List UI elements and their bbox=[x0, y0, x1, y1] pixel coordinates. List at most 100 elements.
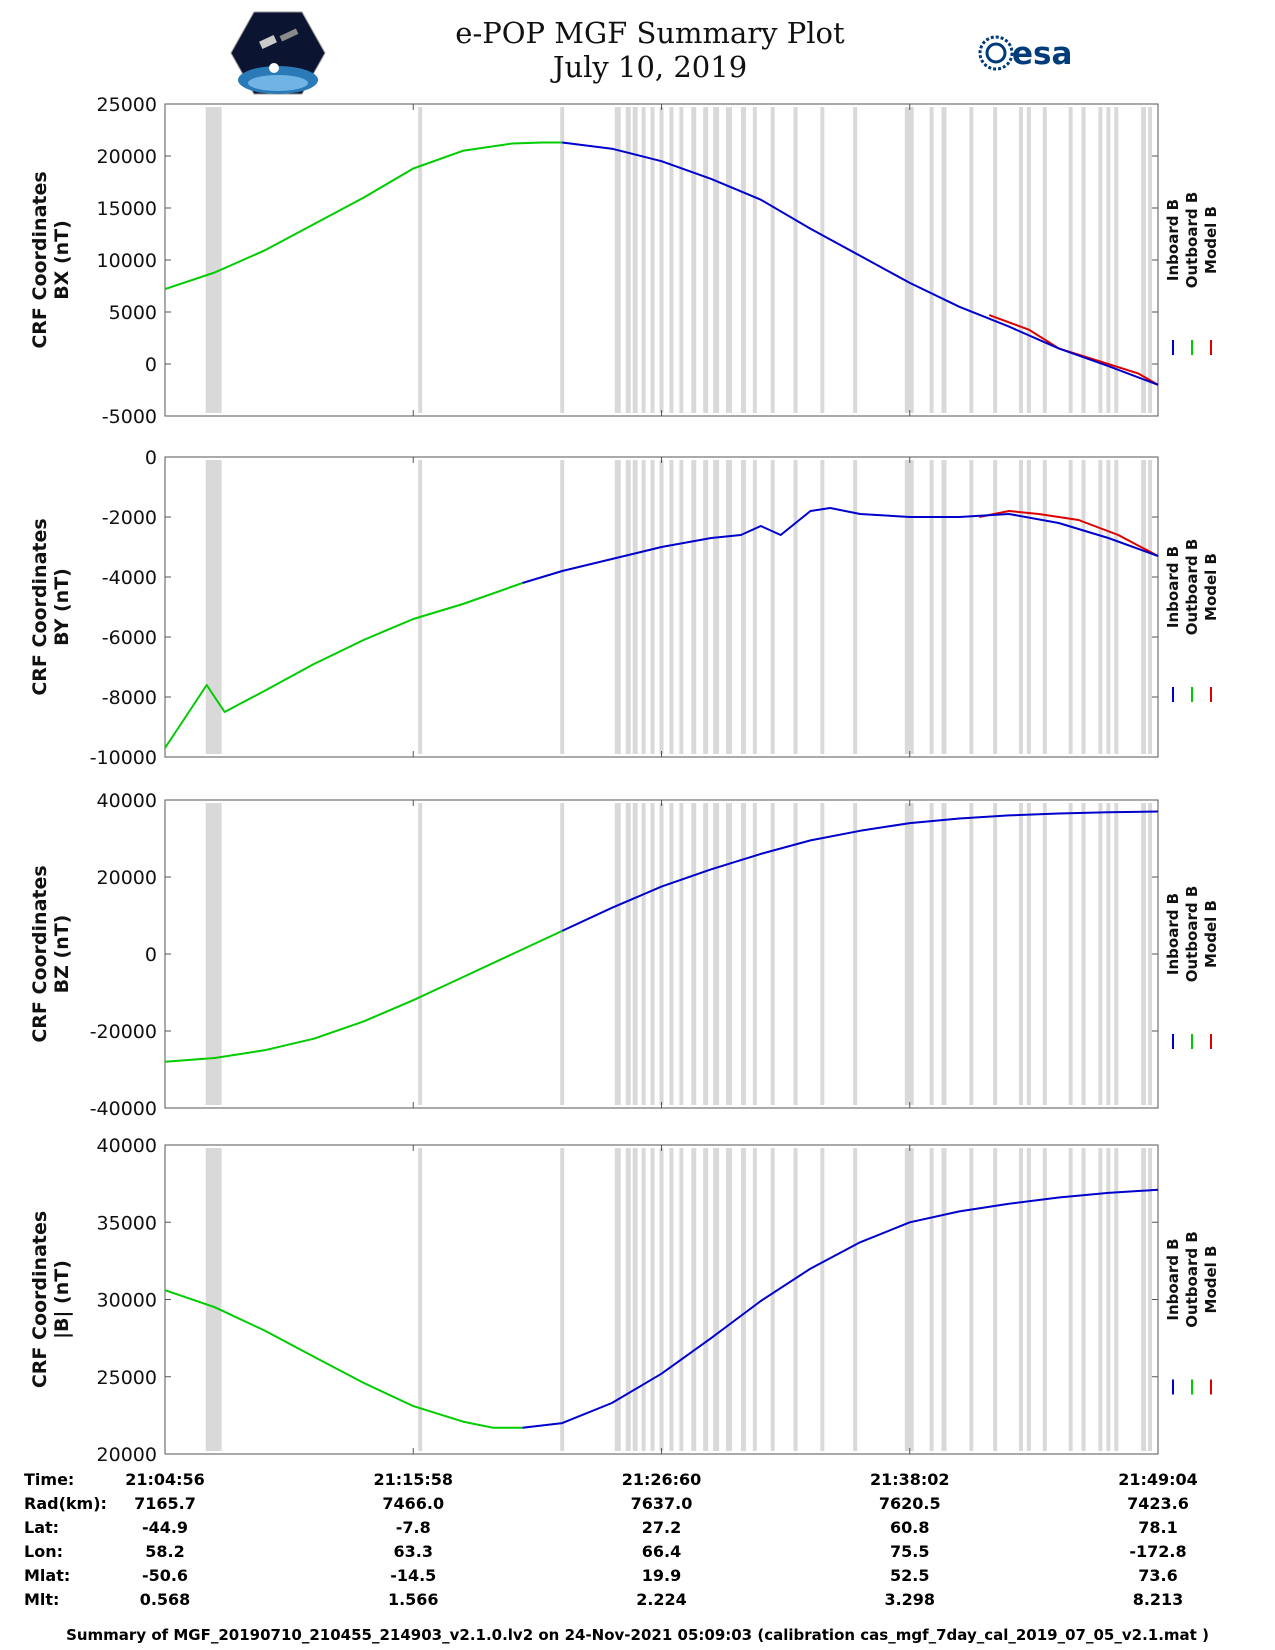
y-axis-label: CRF Coordinates|B| (nT) bbox=[29, 1211, 73, 1388]
data-gap-band bbox=[904, 1148, 914, 1451]
data-gap-band bbox=[1026, 803, 1031, 1105]
data-gap-band bbox=[650, 107, 655, 413]
data-gap-band bbox=[691, 107, 697, 413]
data-gap-band bbox=[770, 1148, 775, 1451]
data-gap-band bbox=[941, 803, 947, 1105]
data-gap-band bbox=[1042, 1148, 1047, 1451]
panel-3: 40000 20000 0 -20000 -40000 CRF CoordinatesBZ… bbox=[29, 790, 1220, 1120]
legend-label: Inboard B bbox=[1164, 1238, 1182, 1320]
info-cell: 0.568 bbox=[140, 1590, 191, 1609]
data-gap-band bbox=[418, 803, 423, 1105]
data-gap-band bbox=[1081, 1148, 1086, 1451]
data-gap-band bbox=[1114, 460, 1119, 754]
y-axis-label: CRF CoordinatesBZ (nT) bbox=[29, 865, 73, 1042]
y-axis-label-line-1: CRF Coordinates bbox=[29, 865, 51, 1042]
info-cell: 52.5 bbox=[890, 1566, 929, 1585]
y-axis-label-line-1: CRF Coordinates bbox=[29, 518, 51, 695]
data-gap-band bbox=[1042, 107, 1047, 413]
data-gap-band bbox=[625, 1148, 631, 1451]
data-gap-band bbox=[679, 460, 684, 754]
data-gap-band bbox=[650, 460, 655, 754]
data-gap-band bbox=[205, 1148, 222, 1451]
data-gap-band bbox=[659, 803, 664, 1105]
data-gap-band bbox=[1026, 107, 1031, 413]
y-tick-label: 0 bbox=[145, 354, 157, 376]
data-gap-band bbox=[853, 107, 858, 413]
data-gap-band bbox=[418, 107, 423, 413]
data-gap-band bbox=[726, 803, 733, 1105]
data-gap-band bbox=[904, 460, 914, 754]
data-gap-band bbox=[625, 803, 631, 1105]
data-gap-band bbox=[625, 107, 631, 413]
series-line-outboard-b bbox=[164, 582, 523, 749]
data-gap-band bbox=[941, 1148, 947, 1451]
y-axis-label: CRF CoordinatesBY (nT) bbox=[29, 518, 73, 695]
data-gap-band bbox=[614, 803, 621, 1105]
data-gap-band bbox=[560, 460, 565, 754]
data-gap-band bbox=[752, 460, 757, 754]
data-gap-band bbox=[820, 803, 825, 1105]
data-gap-band bbox=[1026, 460, 1031, 754]
footer-summary: Summary of MGF_20190710_210455_214903_v2… bbox=[66, 1626, 1209, 1644]
data-gap-band bbox=[726, 107, 733, 413]
data-gap-band bbox=[820, 460, 825, 754]
title-line-1: e-POP MGF Summary Plot bbox=[455, 16, 845, 50]
data-gap-band bbox=[1098, 107, 1103, 413]
y-tick-label: -8000 bbox=[102, 687, 157, 709]
data-gap-band bbox=[793, 803, 798, 1105]
data-gap-band bbox=[418, 1148, 423, 1451]
data-gap-band bbox=[740, 107, 746, 413]
data-gap-band bbox=[625, 460, 631, 754]
data-gap-band bbox=[770, 460, 775, 754]
y-axis-label-line-2: BX (nT) bbox=[51, 220, 73, 300]
series-line-model-b bbox=[979, 510, 1159, 557]
data-gap-band bbox=[1098, 460, 1103, 754]
data-gap-band bbox=[1148, 1148, 1153, 1451]
data-gap-band bbox=[560, 803, 565, 1105]
data-gap-band bbox=[1018, 803, 1023, 1105]
data-gap-band bbox=[1114, 107, 1119, 413]
y-tick-label: 35000 bbox=[97, 1212, 157, 1234]
data-gap-band bbox=[1042, 460, 1047, 754]
data-gap-band bbox=[929, 803, 934, 1105]
data-gap-band bbox=[1148, 803, 1153, 1105]
data-gap-band bbox=[993, 803, 998, 1105]
data-gap-band bbox=[969, 803, 974, 1105]
data-gap-band bbox=[993, 1148, 998, 1451]
info-cell: 21:38:02 bbox=[870, 1470, 950, 1489]
info-row-label: Time: bbox=[24, 1470, 74, 1489]
data-gap-band bbox=[659, 460, 664, 754]
data-gap-band bbox=[1018, 1148, 1023, 1451]
info-cell: 66.4 bbox=[642, 1542, 681, 1561]
data-gap-band bbox=[691, 1148, 697, 1451]
info-cell: 1.566 bbox=[388, 1590, 439, 1609]
info-cell: 27.2 bbox=[642, 1518, 681, 1537]
data-gap-band bbox=[418, 460, 423, 754]
data-gap-band bbox=[1042, 803, 1047, 1105]
data-gap-band bbox=[752, 107, 757, 413]
data-gap-band bbox=[713, 803, 720, 1105]
data-gap-band bbox=[853, 1148, 858, 1451]
data-gap-band bbox=[1106, 460, 1111, 754]
info-cell: -50.6 bbox=[142, 1566, 188, 1585]
info-cell: -14.5 bbox=[390, 1566, 436, 1585]
data-gap-band bbox=[752, 803, 757, 1105]
info-cell: 21:49:04 bbox=[1118, 1470, 1198, 1489]
data-gap-band bbox=[929, 107, 934, 413]
data-gap-band bbox=[726, 460, 733, 754]
info-row-label: Rad(km): bbox=[24, 1494, 107, 1513]
y-tick-label: 30000 bbox=[97, 1290, 157, 1312]
y-tick-label: -20000 bbox=[90, 1021, 157, 1043]
y-tick-label: -5000 bbox=[102, 406, 157, 428]
data-gap-band bbox=[1114, 803, 1119, 1105]
data-gap-band bbox=[853, 803, 858, 1105]
y-tick-label: 40000 bbox=[97, 1135, 157, 1157]
data-gap-band bbox=[641, 460, 646, 754]
y-tick-label: 5000 bbox=[109, 302, 157, 324]
data-gap-band bbox=[713, 1148, 720, 1451]
y-tick-label: 0 bbox=[145, 447, 157, 469]
info-cell: 2.224 bbox=[636, 1590, 687, 1609]
y-tick-label: 15000 bbox=[97, 198, 157, 220]
series-line-inboard-b bbox=[522, 1188, 1159, 1429]
data-gap-band bbox=[904, 107, 914, 413]
